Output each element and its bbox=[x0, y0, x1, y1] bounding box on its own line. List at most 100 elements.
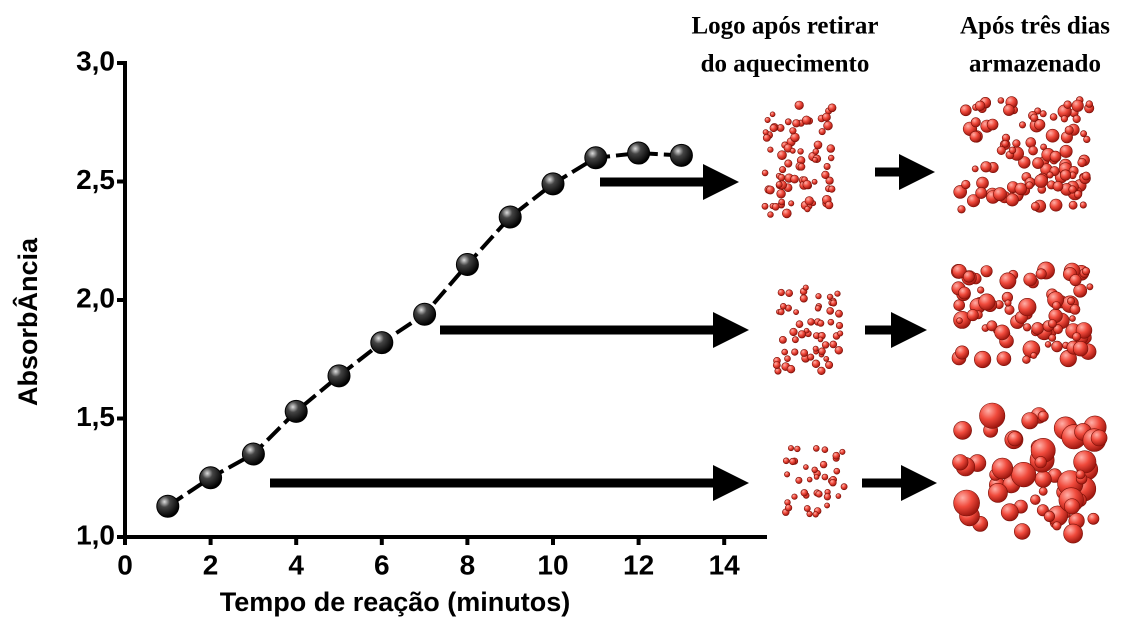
particle bbox=[1030, 494, 1041, 505]
particle bbox=[824, 502, 830, 509]
particle bbox=[1030, 201, 1040, 211]
particle bbox=[793, 309, 799, 315]
particle bbox=[1034, 174, 1048, 188]
particle bbox=[804, 196, 814, 206]
particle bbox=[826, 144, 835, 153]
particle bbox=[832, 451, 841, 460]
particle bbox=[1034, 456, 1047, 469]
particle bbox=[835, 322, 844, 330]
particle bbox=[1046, 171, 1054, 179]
particle bbox=[779, 302, 787, 310]
particle bbox=[1043, 510, 1055, 523]
particle bbox=[777, 288, 785, 297]
particle bbox=[1083, 135, 1091, 143]
particle bbox=[1034, 119, 1046, 131]
particle bbox=[827, 154, 835, 162]
particle bbox=[787, 445, 794, 452]
particle bbox=[791, 493, 798, 500]
data-point bbox=[199, 466, 223, 490]
y-tick-label: 1,0 bbox=[76, 519, 115, 550]
particle bbox=[812, 345, 819, 352]
particle bbox=[785, 289, 794, 298]
particle bbox=[794, 445, 801, 453]
particle bbox=[1051, 340, 1063, 353]
particle bbox=[812, 511, 819, 518]
x-axis-title: Tempo de reação (minutos) bbox=[220, 587, 571, 617]
particle bbox=[818, 128, 826, 136]
particle bbox=[815, 490, 823, 498]
particle bbox=[811, 466, 818, 473]
particle bbox=[803, 327, 810, 334]
particle bbox=[786, 365, 796, 374]
particle bbox=[1049, 198, 1063, 212]
particle bbox=[792, 119, 801, 128]
particle bbox=[1073, 450, 1097, 474]
particle bbox=[1037, 410, 1049, 422]
particle bbox=[769, 124, 778, 133]
particle bbox=[1072, 332, 1082, 342]
particle bbox=[835, 493, 842, 499]
particle bbox=[797, 330, 807, 339]
particle bbox=[1049, 150, 1062, 163]
particle bbox=[988, 482, 1008, 503]
particle bbox=[840, 483, 848, 491]
particle bbox=[784, 118, 792, 126]
particle bbox=[834, 346, 843, 355]
particle bbox=[1069, 315, 1076, 322]
particle bbox=[1053, 324, 1063, 335]
particle bbox=[761, 169, 769, 177]
particle bbox=[1014, 182, 1027, 196]
particle bbox=[1080, 130, 1087, 138]
particle bbox=[800, 489, 808, 497]
particle bbox=[797, 163, 806, 171]
particle bbox=[953, 185, 968, 199]
particle bbox=[993, 187, 1007, 202]
particle bbox=[1052, 181, 1064, 192]
particle bbox=[807, 318, 815, 326]
particle bbox=[1072, 114, 1081, 124]
particle bbox=[811, 178, 818, 185]
particle bbox=[823, 163, 831, 171]
particle bbox=[834, 290, 841, 297]
x-tick-label: 6 bbox=[374, 549, 390, 580]
particle bbox=[1052, 301, 1061, 310]
particle bbox=[955, 345, 970, 360]
particle bbox=[791, 348, 799, 356]
particle bbox=[1063, 100, 1072, 109]
particle bbox=[1087, 512, 1100, 525]
particle bbox=[789, 327, 798, 337]
x-tick-label: 8 bbox=[460, 549, 476, 580]
data-point bbox=[627, 141, 651, 165]
particle bbox=[822, 112, 831, 122]
particle bbox=[1073, 283, 1088, 298]
particle bbox=[803, 464, 809, 470]
data-point bbox=[669, 143, 693, 167]
particle bbox=[980, 265, 993, 278]
particle bbox=[1052, 521, 1062, 531]
particle bbox=[1030, 352, 1038, 359]
particle bbox=[797, 148, 804, 155]
particle bbox=[1023, 272, 1037, 287]
particle bbox=[1048, 333, 1057, 342]
particle bbox=[999, 272, 1017, 290]
particle bbox=[824, 200, 834, 210]
particle bbox=[812, 445, 820, 452]
particle bbox=[813, 474, 820, 480]
particle bbox=[1039, 110, 1047, 118]
data-point bbox=[241, 442, 265, 466]
particle bbox=[1031, 322, 1044, 335]
particle bbox=[781, 348, 789, 356]
particle-illustrations bbox=[761, 96, 1108, 544]
y-tick-label: 2,0 bbox=[76, 282, 115, 313]
particle bbox=[823, 493, 832, 501]
particle bbox=[1068, 185, 1077, 194]
particle bbox=[828, 185, 836, 193]
particle bbox=[973, 350, 992, 369]
particle bbox=[779, 335, 787, 344]
particle bbox=[795, 476, 803, 484]
particle bbox=[802, 284, 809, 291]
particle bbox=[772, 361, 781, 369]
particle bbox=[784, 159, 793, 168]
particle bbox=[830, 299, 838, 307]
particle bbox=[1071, 99, 1084, 112]
